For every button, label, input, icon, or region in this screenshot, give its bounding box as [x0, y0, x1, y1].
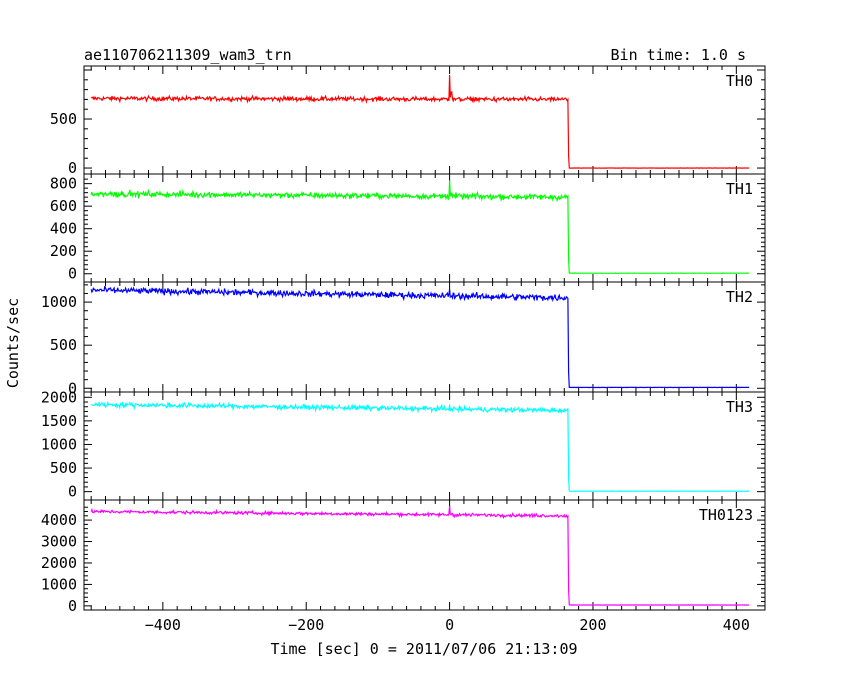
y-tick-label: 2000	[41, 554, 77, 572]
series-label: TH0	[726, 72, 753, 90]
y-tick-label: 0	[68, 265, 77, 283]
y-tick-label: 500	[50, 110, 77, 128]
y-axis-label: Counts/sec	[4, 298, 22, 388]
y-tick-label: 0	[68, 483, 77, 501]
x-tick-label: 0	[445, 616, 454, 634]
y-tick-label: 1000	[41, 435, 77, 453]
x-tick-label: 400	[723, 616, 750, 634]
series-line	[90, 74, 750, 169]
series-line	[90, 180, 750, 275]
panel-th3: 0 500 1000 1500 2000 TH3	[41, 388, 766, 501]
panel-th0123: 0 1000 2000 3000 4000 TH0123	[41, 499, 766, 615]
panel-frame	[83, 499, 766, 611]
series-label: TH0123	[699, 506, 753, 524]
chart-title: ae110706211309_wam3_trn	[84, 46, 292, 64]
y-tick-label: 500	[50, 336, 77, 354]
bin-time-label: Bin time: 1.0 s	[611, 46, 746, 64]
panel-th2: 0 500 1000 TH2	[41, 281, 766, 397]
y-tick-label: 0	[68, 159, 77, 177]
x-tick-label: 200	[579, 616, 606, 634]
y-tick-label: 500	[50, 459, 77, 477]
y-tick-label: 600	[50, 197, 77, 215]
panel-frame	[83, 65, 766, 175]
y-tick-label: 0	[68, 597, 77, 615]
series-label: TH1	[726, 180, 753, 198]
y-tick-label: 3000	[41, 533, 77, 551]
y-tick-label: 1000	[41, 293, 77, 311]
panel-th1: 0 200 400 600 800 TH1	[50, 173, 766, 283]
y-tick-label: 200	[50, 242, 77, 260]
series-label: TH3	[726, 398, 753, 416]
panels: 0 500 TH0 0 200 400 600 800 TH1 0 500 1000 TH2 0 500 10…	[41, 65, 766, 615]
series-line	[90, 285, 750, 389]
x-axis: −400 −200 0 200 400	[145, 616, 750, 634]
panel-th0: 0 500 TH0	[50, 65, 766, 177]
y-tick-label: 400	[50, 220, 77, 238]
panel-frame	[83, 173, 766, 283]
series-line	[90, 506, 750, 606]
x-tick-label: −400	[145, 616, 181, 634]
series-line	[90, 400, 750, 492]
series-label: TH2	[726, 288, 753, 306]
y-tick-label: 800	[50, 175, 77, 193]
y-tick-label: 1500	[41, 412, 77, 430]
y-tick-label: 1000	[41, 575, 77, 593]
y-tick-label: 4000	[41, 511, 77, 529]
y-tick-label: 2000	[41, 388, 77, 406]
x-tick-label: −200	[288, 616, 324, 634]
x-axis-label: Time [sec] 0 = 2011/07/06 21:13:09	[270, 640, 577, 658]
y-tick-label: 0	[68, 379, 77, 397]
